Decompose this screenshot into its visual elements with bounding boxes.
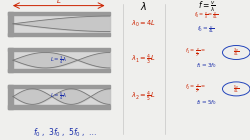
Bar [8, 69, 110, 72]
Text: $f_1 = \frac{v}{\frac{4}{3}L} =$: $f_1 = \frac{v}{\frac{4}{3}L} =$ [184, 46, 206, 59]
Text: $\frac{5v}{4L}$: $\frac{5v}{4L}$ [233, 83, 239, 95]
Text: $\lambda_1 = \frac{4}{3}L$: $\lambda_1 = \frac{4}{3}L$ [132, 53, 156, 67]
Text: $L=\frac{3}{4}\lambda$: $L=\frac{3}{4}\lambda$ [50, 54, 67, 66]
Text: $f_0 = \frac{v}{4L}$: $f_0 = \frac{v}{4L}$ [197, 24, 215, 35]
Text: $f_2 = \frac{v}{\frac{4}{5}L} =$: $f_2 = \frac{v}{\frac{4}{5}L} =$ [184, 83, 206, 95]
Bar [8, 12, 110, 15]
Text: $\lambda$: $\lambda$ [140, 0, 147, 12]
Bar [8, 48, 110, 51]
Bar [8, 48, 13, 72]
Text: $\frac{3v}{4L}$: $\frac{3v}{4L}$ [233, 47, 239, 58]
Bar [8, 33, 110, 36]
Text: $f_0\ ,\ 3f_0\ ,\ 5f_0\ ,\ \ldots$: $f_0\ ,\ 3f_0\ ,\ 5f_0\ ,\ \ldots$ [33, 126, 97, 139]
Text: $f_1 = 3f_0$: $f_1 = 3f_0$ [196, 61, 217, 70]
Bar [13, 88, 110, 105]
Text: $\lambda_2 = \frac{4}{5}L$: $\lambda_2 = \frac{4}{5}L$ [132, 90, 156, 104]
Text: $L=\frac{5}{4}\lambda$: $L=\frac{5}{4}\lambda$ [50, 91, 67, 102]
Bar [8, 105, 110, 108]
Text: $f_2 = 5f_0$: $f_2 = 5f_0$ [196, 98, 217, 107]
Text: $f = \frac{v}{\lambda}$: $f = \frac{v}{\lambda}$ [198, 0, 215, 14]
Text: $\lambda_0 = 4L$: $\lambda_0 = 4L$ [131, 19, 156, 29]
Bar [8, 85, 110, 88]
Text: $L$: $L$ [56, 0, 62, 5]
Text: $f_0 = \frac{v}{\lambda} = \frac{v}{4L}$: $f_0 = \frac{v}{\lambda} = \frac{v}{4L}$ [194, 11, 218, 21]
Bar [8, 12, 13, 36]
Bar [13, 15, 110, 33]
Bar [8, 85, 13, 108]
Bar [13, 51, 110, 69]
